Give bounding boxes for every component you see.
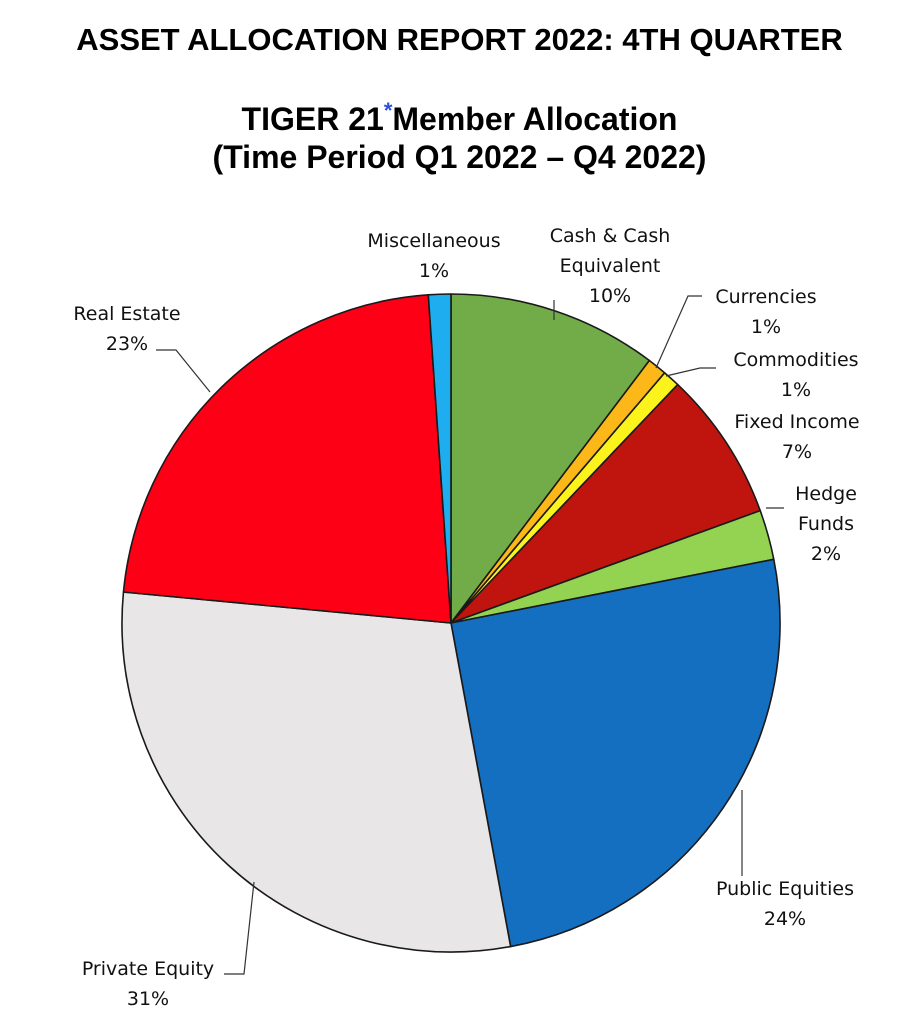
label-fixed-income-line-1: Fixed Income — [734, 411, 859, 433]
label-cash-cash-equivalent-line-1: Cash & Cash — [550, 225, 671, 247]
value-label-real-estate: 23% — [106, 333, 148, 355]
chart-title-line1: TIGER 21*Member Allocation — [0, 100, 919, 138]
value-label-private-equity: 31% — [127, 988, 169, 1010]
label-miscellaneous-line-1: Miscellaneous — [367, 230, 500, 252]
leader-line-commodities — [665, 367, 716, 377]
chart-title: TIGER 21*Member Allocation (Time Period … — [0, 100, 919, 176]
value-label-currencies: 1% — [751, 316, 781, 338]
chart-title-rest: Member Allocation — [392, 101, 678, 137]
label-real-estate-line-1: Real Estate — [73, 303, 180, 325]
value-label-public-equities: 24% — [764, 908, 806, 930]
pie-slice-real-estate — [122, 293, 452, 624]
pie-slice-fixed-income — [450, 383, 761, 624]
chart-title-main: TIGER 21 — [241, 101, 384, 137]
slice-labels: Cash & Cash Equivalent 10% Currencies 1% Comm… — [73, 225, 859, 1010]
label-public-equities-line-1: Public Equities — [716, 878, 854, 900]
chart-title-asterisk: * — [383, 98, 393, 123]
label-hedge-funds-line-2: Funds — [798, 513, 854, 535]
leader-line-private-equity — [224, 881, 255, 975]
value-label-commodities: 1% — [781, 379, 811, 401]
value-label-miscellaneous: 1% — [419, 260, 449, 282]
label-commodities-line-1: Commodities — [733, 349, 858, 371]
pie-slice-cash-cash-equivalent — [450, 293, 651, 624]
label-cash-cash-equivalent-line-2: Equivalent — [560, 255, 661, 277]
label-hedge-funds-line-1: Hedge — [795, 483, 857, 505]
pie-slice-miscellaneous — [427, 293, 452, 624]
pie-slices — [121, 293, 781, 953]
label-private-equity-line-1: Private Equity — [82, 958, 214, 980]
leader-line-currencies — [655, 295, 702, 369]
value-label-cash-cash-equivalent: 10% — [589, 285, 631, 307]
pie-slice-private-equity — [121, 591, 512, 953]
label-currencies-line-1: Currencies — [715, 286, 816, 308]
value-label-fixed-income: 7% — [782, 441, 812, 463]
leader-lines — [156, 295, 784, 975]
pie-slice-public-equities — [450, 558, 781, 948]
chart-title-line2: (Time Period Q1 2022 – Q4 2022) — [212, 139, 707, 175]
report-title: ASSET ALLOCATION REPORT 2022: 4TH QUARTE… — [76, 22, 843, 57]
value-label-hedge-funds: 2% — [811, 543, 841, 565]
leader-line-real-estate — [156, 349, 211, 393]
